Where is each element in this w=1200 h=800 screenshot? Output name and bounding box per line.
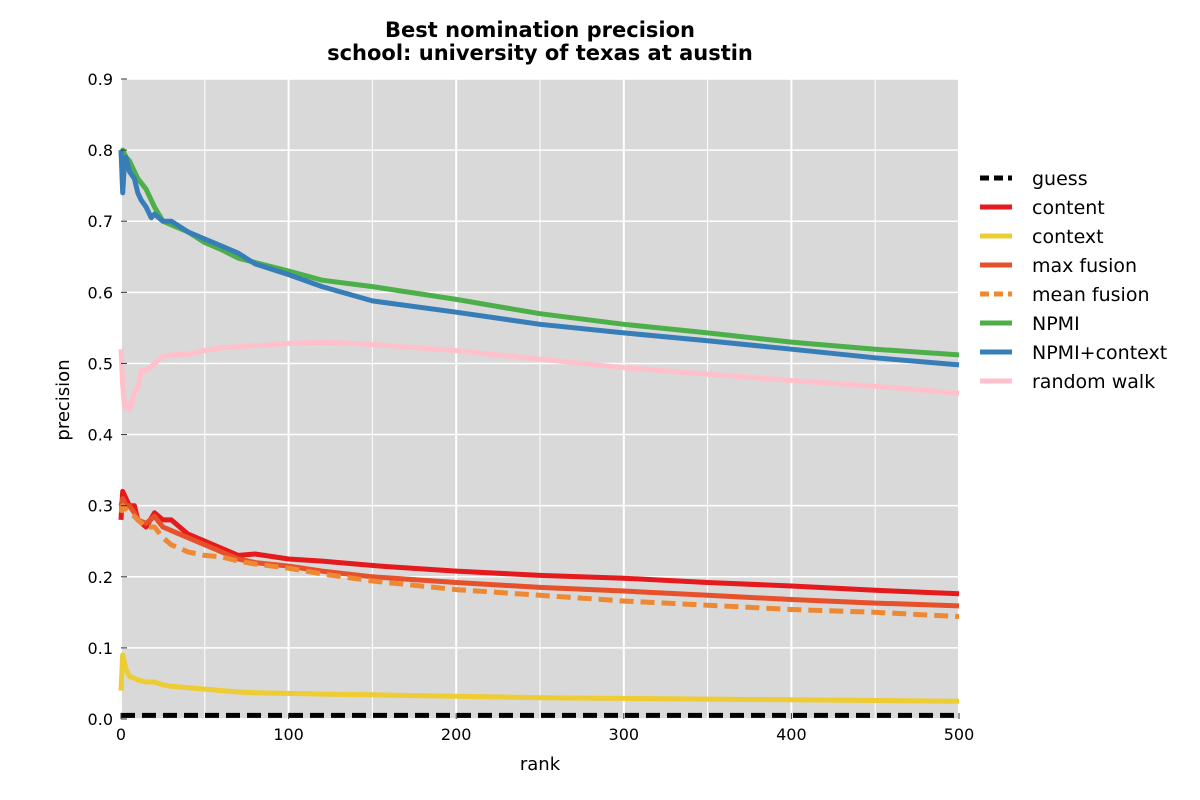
x-axis-label: rank — [520, 754, 561, 775]
legend-label: guess — [1032, 168, 1088, 190]
y-tick-label: 0.3 — [88, 497, 113, 516]
y-tick-label: 0.8 — [88, 141, 113, 160]
legend-label: random walk — [1032, 371, 1155, 393]
series-line-mean-fusion — [118, 503, 960, 620]
legend: guess content context max fusion mean fusion… — [980, 168, 1167, 393]
series-line-random-walk — [118, 339, 960, 413]
series-line-npmi — [118, 147, 960, 358]
series-line-max-fusion — [118, 496, 960, 609]
tick-layer: 0.0 0.1 0.2 0.3 0.4 0.5 0.6 0.7 0.8 0.9 0 100 200 300… — [88, 70, 975, 744]
legend-label: mean fusion — [1032, 284, 1150, 306]
legend-label: content — [1032, 197, 1105, 219]
legend-label: NPMI — [1032, 313, 1080, 335]
y-tick-label: 0.0 — [88, 710, 113, 729]
x-tick-label: 400 — [776, 725, 807, 744]
x-tick-label: 500 — [944, 725, 975, 744]
x-tick-label: 0 — [116, 725, 126, 744]
y-tick-label: 0.5 — [88, 354, 113, 373]
y-tick-label: 0.7 — [88, 212, 113, 231]
y-tick-label: 0.4 — [88, 426, 113, 445]
x-tick-label: 200 — [441, 725, 472, 744]
y-axis-label: precision — [53, 359, 74, 440]
series-layer — [118, 147, 960, 718]
y-tick-label: 0.9 — [88, 70, 113, 89]
series-line-npmi-context — [118, 150, 960, 368]
series-line-content — [118, 488, 960, 597]
legend-label: context — [1032, 226, 1104, 248]
chart-subtitle: school: university of texas at austin — [327, 41, 753, 65]
x-tick-label: 100 — [273, 725, 304, 744]
x-tick-label: 300 — [609, 725, 640, 744]
series-line-context — [118, 652, 960, 704]
y-tick-label: 0.2 — [88, 568, 113, 587]
legend-label: NPMI+context — [1032, 342, 1167, 364]
y-tick-label: 0.1 — [88, 639, 113, 658]
y-tick-label: 0.6 — [88, 283, 113, 302]
legend-label: max fusion — [1032, 255, 1137, 277]
chart-title: Best nomination precision — [385, 18, 695, 42]
